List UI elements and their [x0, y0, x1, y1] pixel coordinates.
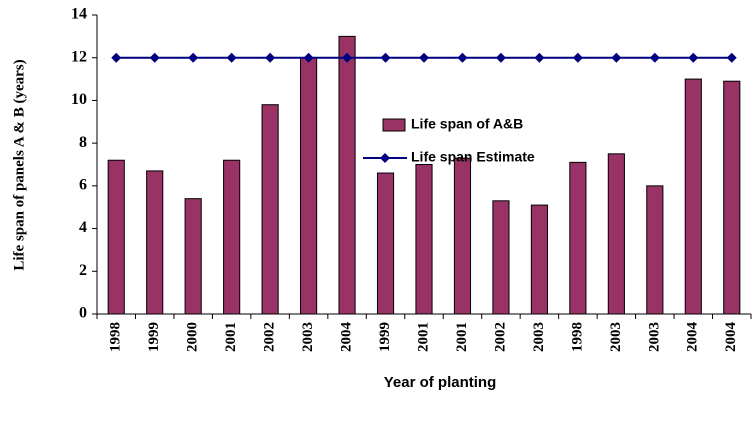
x-tick-label: 2002: [492, 322, 508, 352]
y-tick-label: 12: [71, 48, 87, 65]
x-tick-label: 2002: [262, 322, 278, 352]
marker: [111, 52, 122, 63]
legend-swatch: [382, 118, 406, 132]
y-tick-label: 4: [79, 219, 87, 236]
bar: [300, 57, 318, 315]
legend-marker: [380, 153, 390, 163]
y-tick-label: 10: [71, 91, 87, 108]
bar: [569, 161, 587, 315]
marker: [572, 52, 583, 63]
x-tick-label: 2001: [223, 322, 239, 352]
marker: [611, 52, 622, 63]
bar: [223, 159, 241, 315]
x-tick-label: 2003: [300, 322, 316, 352]
y-tick-label: 8: [79, 134, 87, 151]
x-tick-label: 2004: [723, 322, 739, 353]
marker: [726, 52, 737, 63]
marker: [188, 52, 199, 63]
bar: [646, 185, 664, 315]
bar: [684, 78, 702, 315]
x-tick-label: 2000: [185, 322, 201, 352]
x-tick-label: 2001: [454, 322, 470, 352]
bar: [607, 153, 625, 315]
bar: [723, 80, 741, 315]
bar: [376, 172, 395, 315]
bar: [492, 200, 510, 315]
y-tick-label: 2: [79, 262, 87, 279]
x-tick-label: 2003: [608, 322, 624, 352]
marker: [419, 52, 429, 63]
y-axis-label: Life span of panels A & B (years): [11, 59, 27, 270]
x-tick-label: 2003: [531, 322, 547, 352]
y-tick-label: 6: [79, 177, 87, 194]
x-axis-label: Year of planting: [384, 374, 497, 391]
bar: [261, 104, 279, 315]
marker: [688, 52, 699, 63]
legend-label: Life span Estimate: [411, 149, 535, 165]
bar: [146, 170, 164, 315]
bar: [453, 157, 472, 315]
marker: [303, 52, 314, 63]
marker: [226, 52, 237, 63]
bar: [107, 159, 125, 315]
bar: [415, 164, 433, 315]
marker: [149, 52, 160, 63]
marker: [265, 52, 276, 63]
x-tick-label: 2003: [646, 322, 662, 352]
bar: [184, 198, 202, 315]
x-tick-label: 2004: [338, 322, 354, 353]
x-tick-label: 2004: [685, 322, 701, 353]
x-tick-label: 1999: [146, 322, 162, 352]
marker: [380, 52, 391, 63]
marker: [534, 52, 545, 63]
marker: [649, 52, 660, 63]
bar: [338, 35, 356, 315]
legend-label: Life span of A&B: [411, 116, 523, 132]
x-tick-label: 1999: [377, 322, 393, 352]
marker: [342, 52, 353, 63]
x-tick-label: 1998: [569, 322, 585, 352]
marker: [495, 52, 506, 63]
marker: [457, 52, 468, 63]
y-tick-label: 0: [79, 305, 87, 322]
y-tick-label: 14: [71, 6, 87, 23]
x-tick-label: 2001: [415, 322, 431, 352]
bar: [530, 204, 548, 315]
x-tick-label: 1998: [108, 322, 124, 352]
